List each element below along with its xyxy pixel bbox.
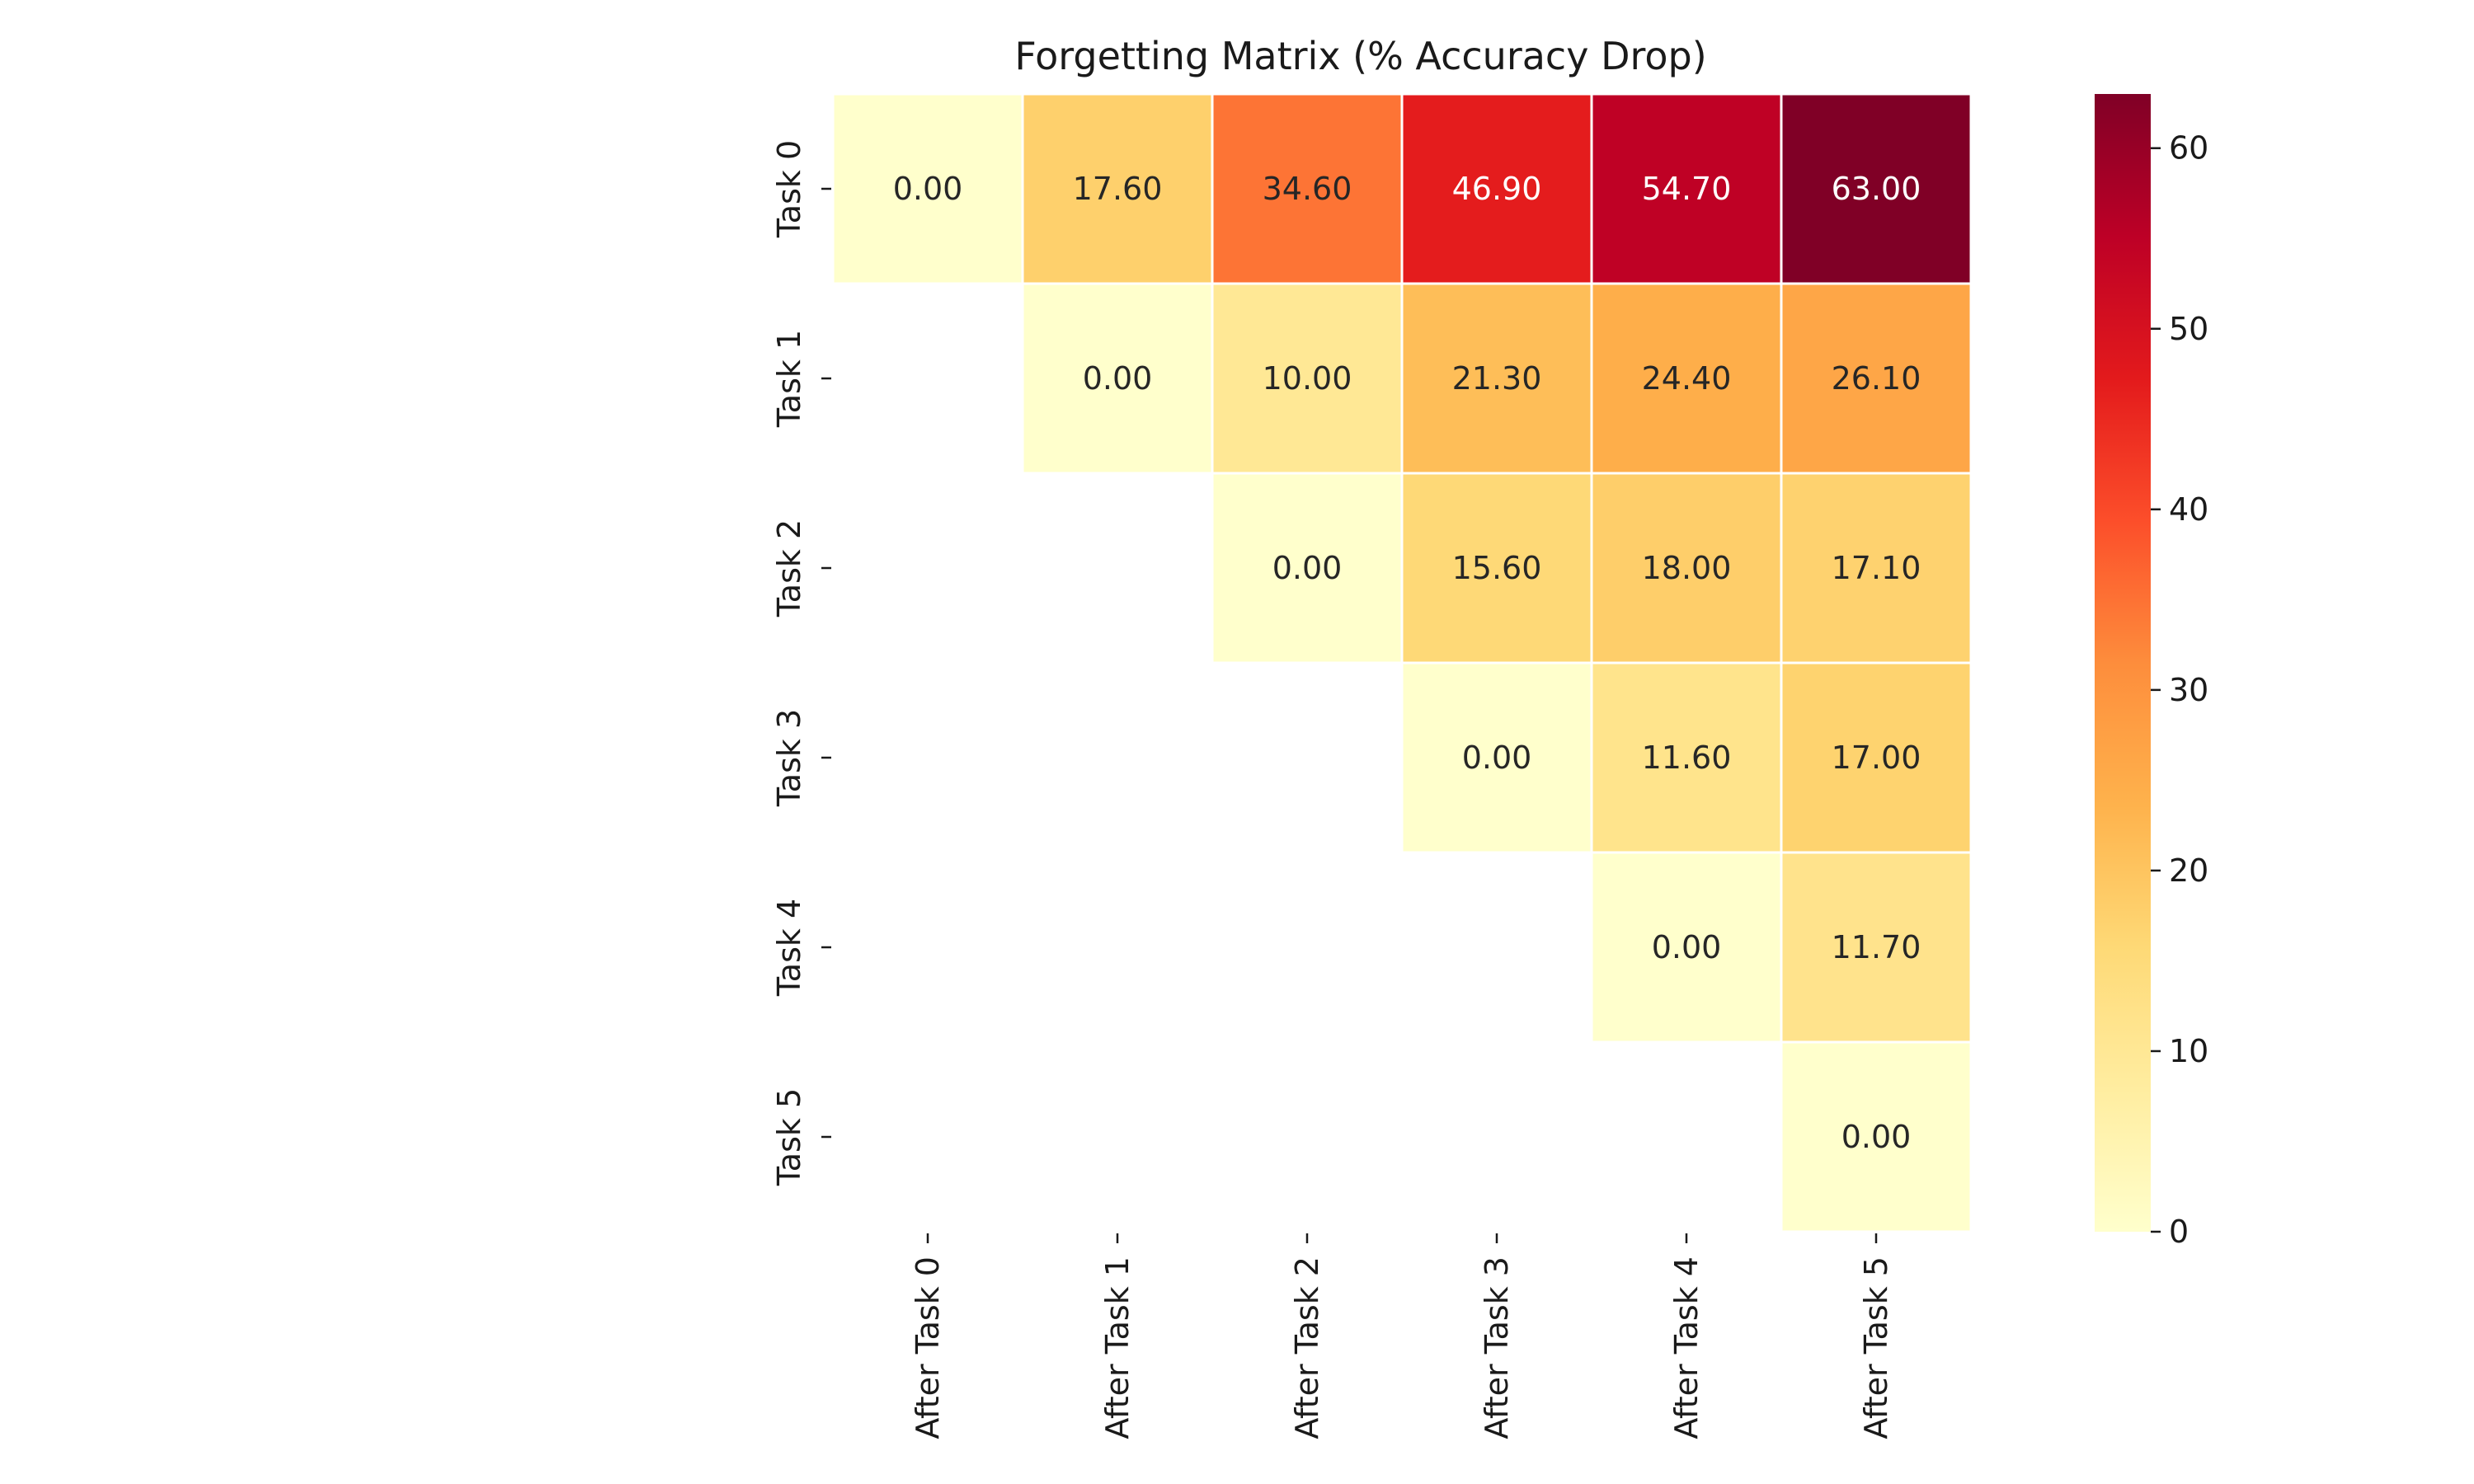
colorbar-tick-label: 40 bbox=[2169, 491, 2208, 528]
heatmap-cell bbox=[1400, 661, 1593, 854]
y-tick-label: Task 4 bbox=[771, 899, 807, 997]
heatmap-cell bbox=[1211, 92, 1404, 285]
colorbar-tick-label: 20 bbox=[2169, 852, 2208, 889]
x-tick-label: After Task 2 bbox=[1289, 1256, 1325, 1439]
cell-value-label: 0.00 bbox=[1462, 740, 1532, 776]
cell-value-label: 0.00 bbox=[1083, 360, 1153, 397]
cell-value-label: 18.00 bbox=[1642, 550, 1732, 586]
cell-value-label: 0.00 bbox=[1652, 929, 1722, 965]
cell-value-label: 34.60 bbox=[1263, 171, 1352, 207]
heatmap-cell bbox=[1590, 92, 1783, 285]
cell-value-label: 26.10 bbox=[1832, 360, 1921, 397]
heatmap-cell bbox=[1400, 472, 1593, 665]
x-tick-label: After Task 0 bbox=[910, 1256, 946, 1439]
x-tick-label: After Task 4 bbox=[1668, 1256, 1705, 1439]
chart-title: Forgetting Matrix (% Accuracy Drop) bbox=[1014, 34, 1706, 78]
x-tick-label: After Task 3 bbox=[1479, 1256, 1515, 1439]
cell-value-label: 17.10 bbox=[1832, 550, 1921, 586]
colorbar-tick-label: 10 bbox=[2169, 1033, 2208, 1069]
heatmap-cell bbox=[1780, 1040, 1973, 1233]
colorbar-tick-label: 60 bbox=[2169, 130, 2208, 167]
heatmap-cell bbox=[1590, 661, 1783, 854]
x-tick-label: After Task 5 bbox=[1858, 1256, 1894, 1439]
heatmap-cells: 0.00 17.60 34.60 46.90 54.70 63.00 0.00 10.00 21… bbox=[831, 92, 1973, 1233]
cell-value-label: 46.90 bbox=[1452, 171, 1542, 207]
cell-value-label: 54.70 bbox=[1642, 171, 1732, 207]
cell-value-label: 17.60 bbox=[1073, 171, 1163, 207]
heatmap-cell bbox=[1590, 472, 1783, 665]
y-tick-label: Task 3 bbox=[771, 709, 807, 807]
cell-value-label: 10.00 bbox=[1263, 360, 1352, 397]
cell-value-label: 21.30 bbox=[1452, 360, 1542, 397]
cell-value-label: 17.00 bbox=[1832, 740, 1921, 776]
y-tick-label: Task 2 bbox=[771, 519, 807, 618]
heatmap-cell bbox=[1780, 282, 1973, 475]
heatmap-cell bbox=[1590, 851, 1783, 1044]
y-tick-label: Task 1 bbox=[771, 330, 807, 428]
cell-value-label: 0.00 bbox=[893, 171, 963, 207]
cell-value-label: 63.00 bbox=[1832, 171, 1921, 207]
heatmap-cell bbox=[1780, 851, 1973, 1044]
heatmap-cell bbox=[1780, 472, 1973, 665]
heatmap-cell bbox=[1021, 92, 1214, 285]
x-tick-label: After Task 1 bbox=[1099, 1256, 1136, 1439]
x-axis: After Task 0 After Task 1 After Task 2 Afte… bbox=[910, 1233, 1894, 1439]
colorbar-tick-label: 0 bbox=[2169, 1214, 2189, 1250]
heatmap-cell bbox=[1780, 661, 1973, 854]
cell-value-label: 11.60 bbox=[1642, 740, 1732, 776]
cell-value-label: 0.00 bbox=[1841, 1119, 1912, 1155]
y-axis: Task 0 Task 1 Task 2 Task 3 Task 4 Task 5 bbox=[771, 140, 831, 1186]
colorbar: 0 10 20 30 40 50 60 bbox=[2095, 94, 2208, 1250]
heatmap-cell bbox=[831, 92, 1024, 285]
colorbar-tick-label: 30 bbox=[2169, 672, 2208, 708]
heatmap-cell bbox=[1780, 92, 1973, 285]
heatmap-cell bbox=[1021, 282, 1214, 475]
heatmap-cell bbox=[1211, 472, 1404, 665]
cell-value-label: 0.00 bbox=[1272, 550, 1343, 586]
colorbar-tick-label: 50 bbox=[2169, 311, 2208, 347]
heatmap-cell bbox=[1211, 282, 1404, 475]
cell-value-label: 24.40 bbox=[1642, 360, 1732, 397]
colorbar-gradient bbox=[2095, 94, 2151, 1232]
heatmap-cell bbox=[1590, 282, 1783, 475]
y-tick-label: Task 5 bbox=[771, 1088, 807, 1186]
cell-value-label: 15.60 bbox=[1452, 550, 1542, 586]
heatmap-cell bbox=[1400, 92, 1593, 285]
y-tick-label: Task 0 bbox=[771, 140, 807, 238]
cell-value-label: 11.70 bbox=[1832, 929, 1921, 965]
